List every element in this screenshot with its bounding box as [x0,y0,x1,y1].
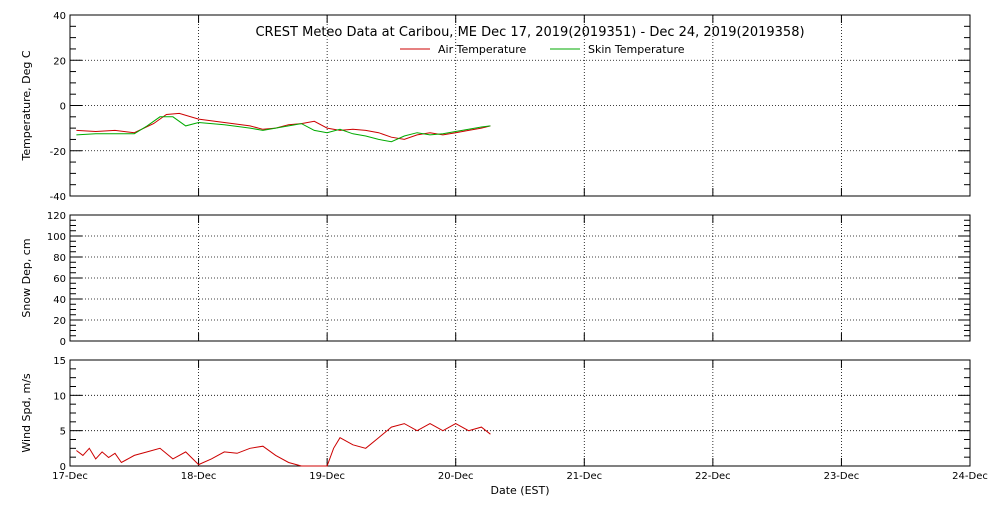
x-tick-label: 19-Dec [309,471,345,482]
y-tick-label: 10 [53,391,66,402]
y-axis-label: Temperature, Deg C [20,50,33,161]
x-tick-label: 23-Dec [824,471,860,482]
y-tick-label: 0 [60,337,66,348]
x-tick-label: 18-Dec [181,471,217,482]
panel-1: 0 20 40 60 80 100 120 Snow Dep, cm [20,211,971,348]
y-tick-label: 80 [53,253,66,264]
legend-label: Air Temperature [438,43,527,56]
y-tick-label: 0 [60,462,66,473]
panel-2: 0 5 10 15 Wind Spd, m/s [20,356,971,473]
x-tick-label: 17-Dec [52,471,88,482]
y-tick-label: -40 [50,192,66,203]
y-tick-label: 5 [60,427,66,438]
y-tick-label: 100 [47,232,66,243]
y-tick-label: 20 [53,56,66,67]
legend-label: Skin Temperature [588,43,685,56]
series-line-wind-speed [76,423,491,467]
y-tick-label: 120 [47,211,66,222]
y-tick-label: 40 [53,295,66,306]
panel-0: -40 -20 0 20 40 Temperature, Deg C Air Tempera… [20,11,971,203]
y-axis-label: Snow Dep, cm [20,238,33,317]
chart-panels: -40 -20 0 20 40 Temperature, Deg C Air Tempera… [20,11,988,482]
x-tick-label: 21-Dec [566,471,602,482]
y-tick-label: 60 [53,274,66,285]
y-tick-label: 15 [53,356,66,367]
x-tick-label: 22-Dec [695,471,731,482]
y-tick-label: -20 [50,147,66,158]
x-tick-label: 20-Dec [438,471,474,482]
y-tick-label: 0 [60,102,66,113]
y-tick-label: 20 [53,316,66,327]
x-tick-label: 24-Dec [952,471,988,482]
y-axis-label: Wind Spd, m/s [20,373,33,453]
chart-title: CREST Meteo Data at Caribou, ME Dec 17, … [255,25,804,40]
x-axis-label: Date (EST) [490,484,549,497]
series-line-air-temperature [76,112,491,140]
y-tick-label: 40 [53,11,66,22]
series-line-skin-temperature [76,116,491,143]
